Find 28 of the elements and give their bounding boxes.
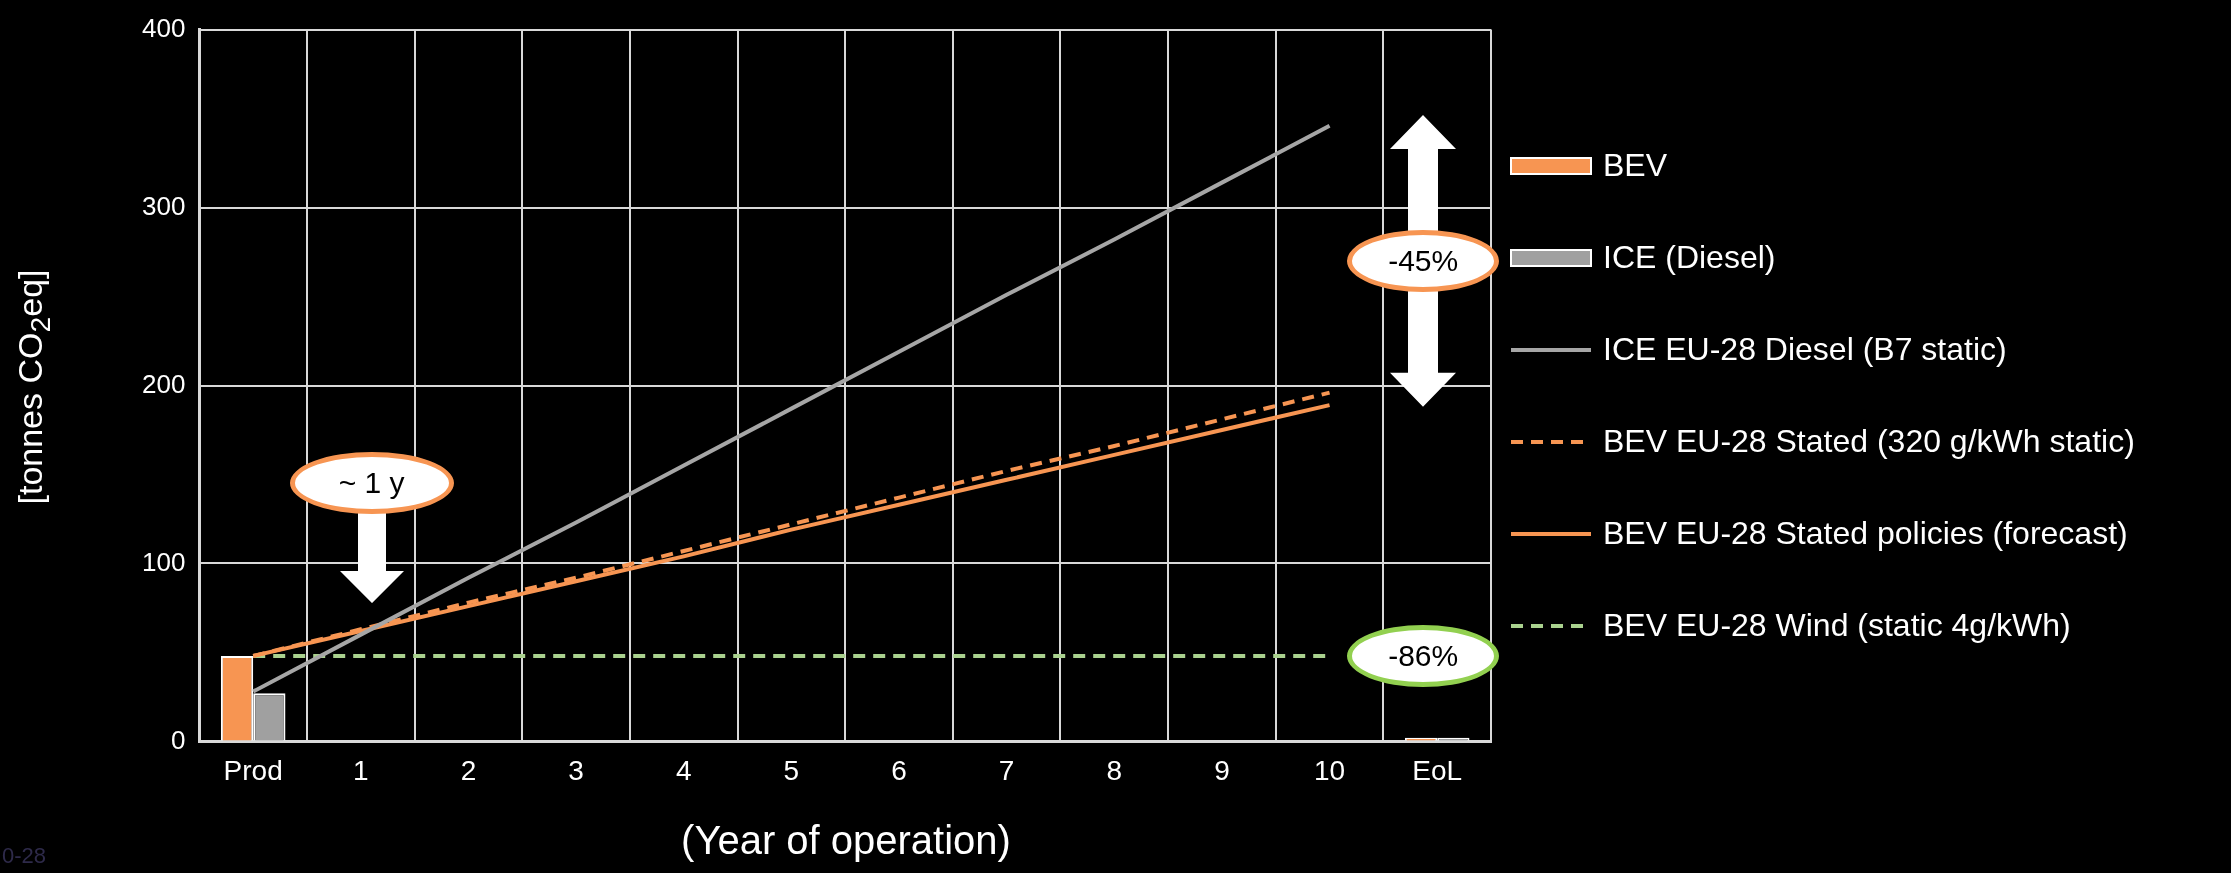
y-tick-label: 0 xyxy=(170,724,186,755)
x-tick-label: 1 xyxy=(353,754,369,786)
legend-label: BEV xyxy=(1603,147,1668,184)
y-tick-label: 200 xyxy=(141,368,186,399)
y-tick-label: 300 xyxy=(141,190,186,221)
text: 0-28 xyxy=(2,843,47,869)
x-tick-label: 5 xyxy=(783,754,800,786)
x-tick-label: Prod xyxy=(223,754,283,786)
legend-label: ICE (Diesel) xyxy=(1603,239,1776,276)
oval-callout: -86% xyxy=(1347,624,1500,687)
x-tick-label: EoL xyxy=(1412,754,1463,786)
legend-label: BEV EU-28 Wind (static 4g/kWh) xyxy=(1603,607,2071,644)
x-tick-label: 3 xyxy=(568,754,584,786)
x-tick-label: 4 xyxy=(675,754,692,786)
x-tick-label: 8 xyxy=(1106,754,1123,786)
x-tick-label: 10 xyxy=(1313,754,1346,786)
x-tick-label: 2 xyxy=(460,754,477,786)
x-axis-title: (Year of operation) xyxy=(681,818,1011,863)
oval-callout: -45% xyxy=(1347,229,1500,292)
x-tick-label: 6 xyxy=(891,754,907,786)
legend-label: ICE EU-28 Diesel (B7 static) xyxy=(1603,331,2007,368)
legend-label: BEV EU-28 Stated policies (forecast) xyxy=(1603,515,2128,552)
x-tick-label: 9 xyxy=(1214,754,1230,786)
y-tick-label: 400 xyxy=(141,12,186,43)
y-tick-label: 100 xyxy=(141,546,186,577)
oval-callout: ~ 1 y xyxy=(289,452,454,515)
legend-label: BEV EU-28 Stated (320 g/kWh static) xyxy=(1603,423,2135,460)
x-tick-label: 7 xyxy=(998,754,1015,786)
